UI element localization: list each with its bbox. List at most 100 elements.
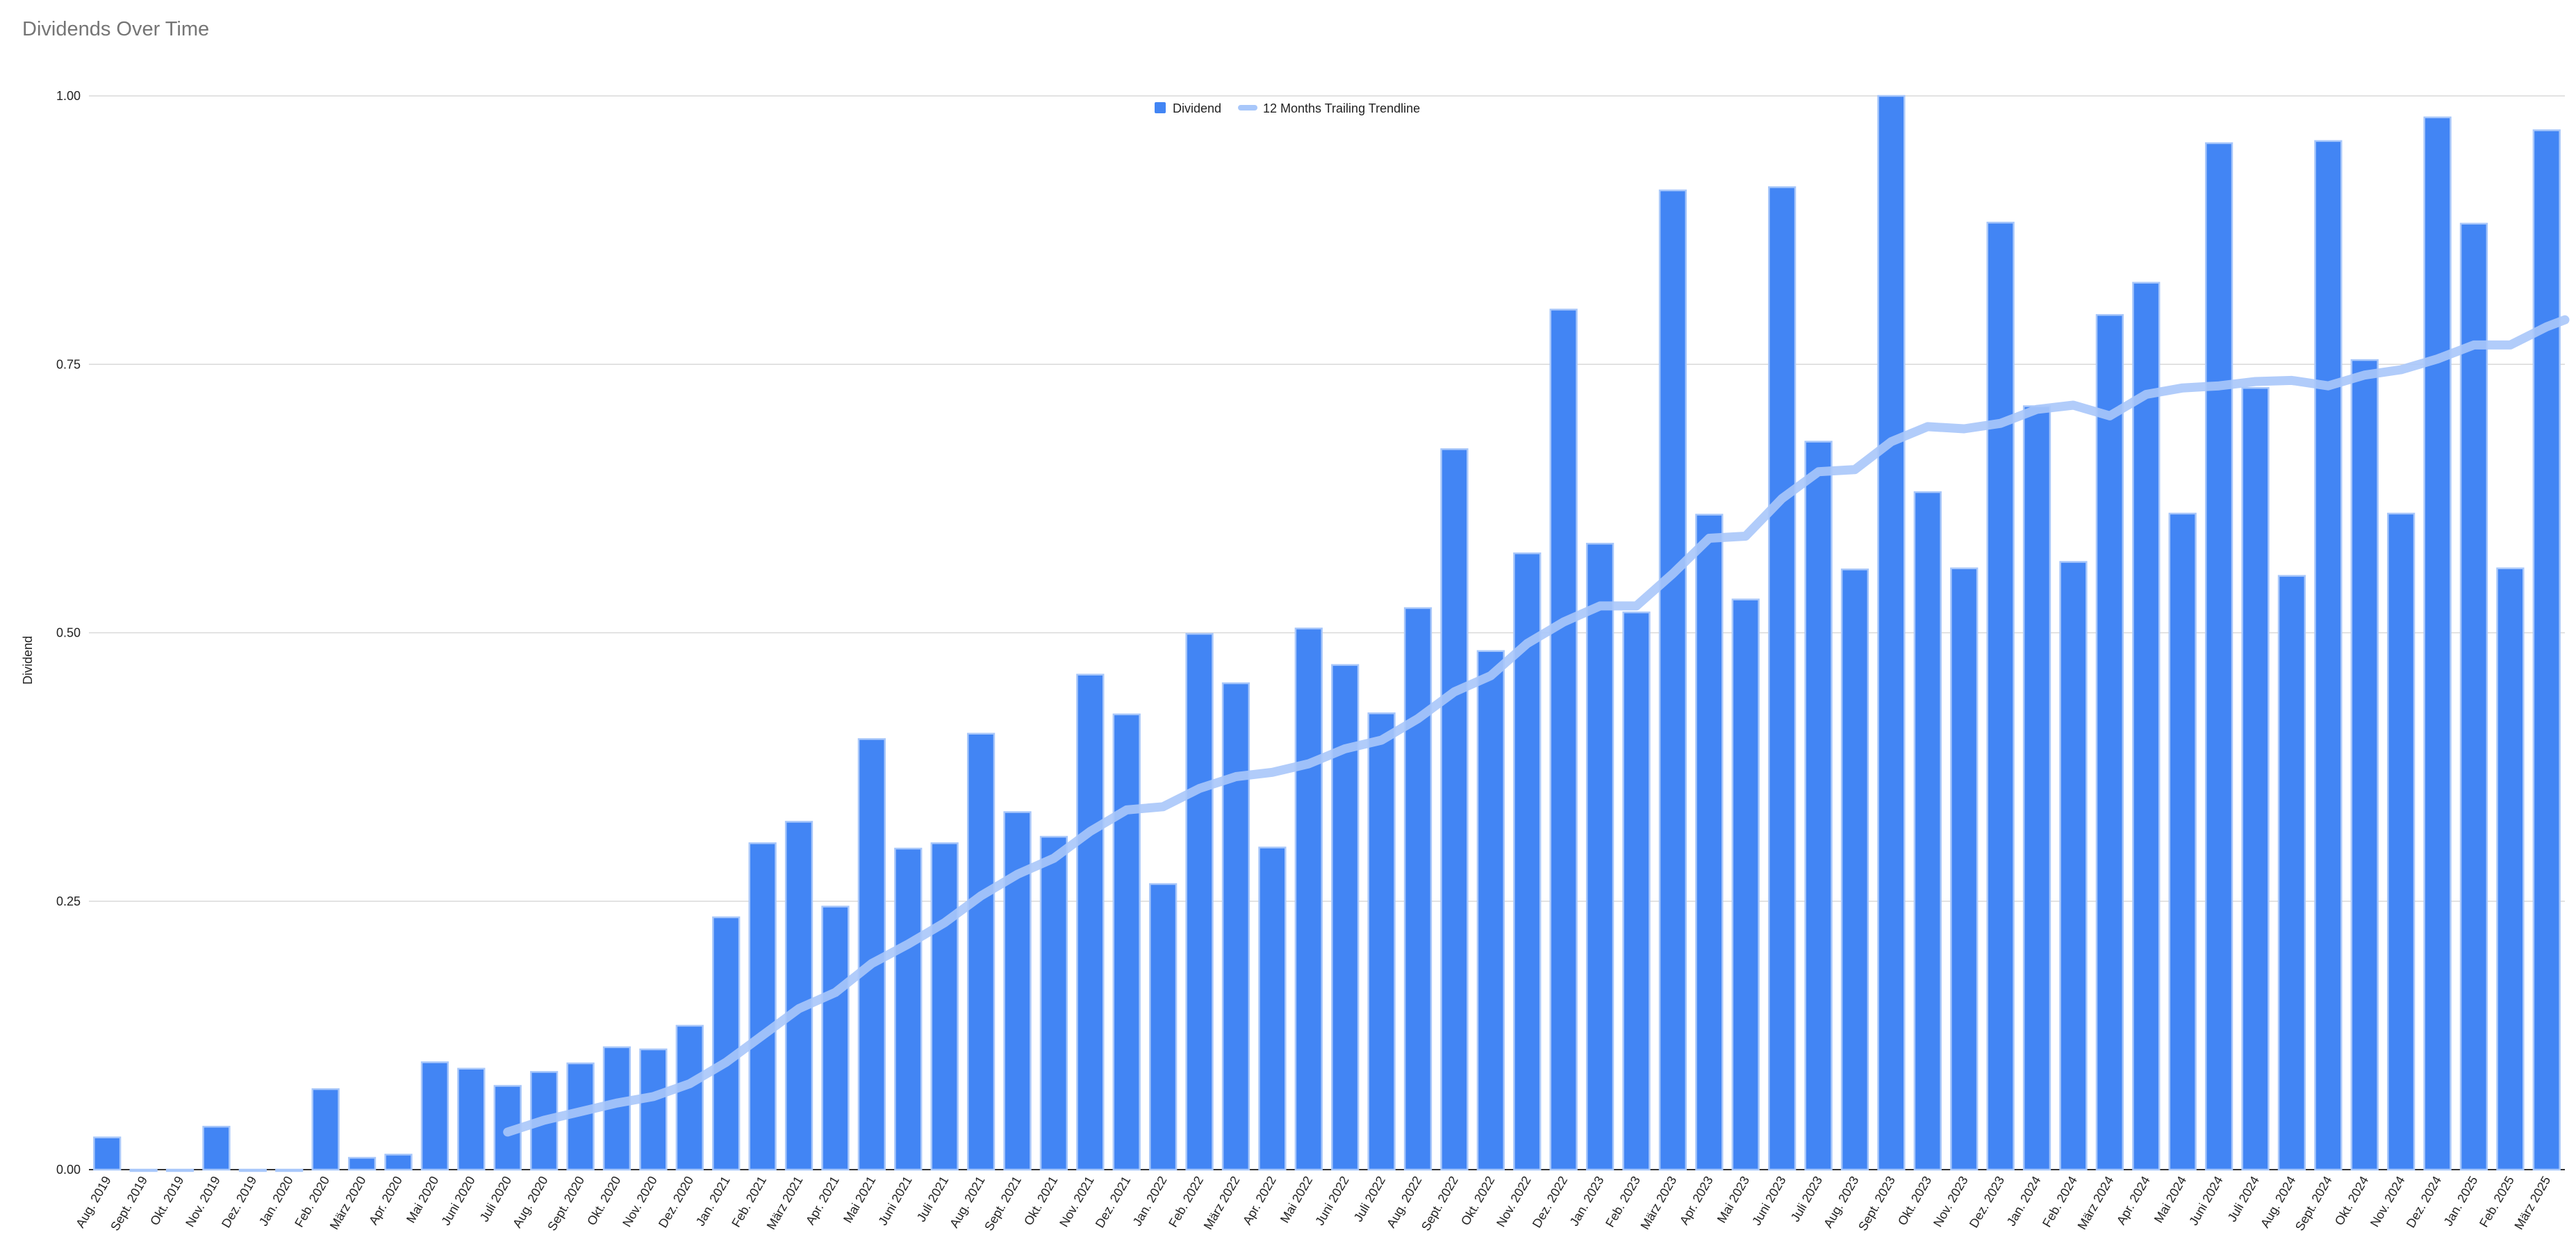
bar <box>1185 632 1214 1171</box>
bar <box>2168 512 2197 1171</box>
x-tick-label: Okt. 2022 <box>1458 1174 1497 1228</box>
x-tick-label: Jan. 2025 <box>2441 1174 2481 1228</box>
x-tick-label: Apr. 2020 <box>366 1174 405 1227</box>
bar <box>1768 186 1797 1171</box>
x-tick-label: Jan. 2022 <box>1130 1174 1170 1228</box>
y-tick-label: 1.00 <box>56 89 81 103</box>
x-tick-label: Feb. 2024 <box>2040 1174 2080 1229</box>
x-tick-label: Sept. 2020 <box>545 1174 587 1233</box>
x-tick-label: Okt. 2023 <box>1895 1174 1934 1228</box>
bar <box>1039 835 1068 1171</box>
bar <box>275 1168 304 1172</box>
bar <box>457 1067 486 1171</box>
bars <box>93 95 2561 1172</box>
x-tick-label: Juni 2020 <box>438 1174 477 1228</box>
y-tick-label: 0.25 <box>56 894 81 908</box>
legend-swatch-dividend <box>1155 102 1166 113</box>
x-tick-label: Aug. 2023 <box>1821 1174 1861 1230</box>
x-tick-label: Okt. 2020 <box>584 1174 623 1228</box>
bar <box>2132 281 2161 1171</box>
x-tick-label: Sept. 2019 <box>108 1174 150 1233</box>
x-tick-label: Feb. 2021 <box>729 1174 769 1229</box>
chart-title: Dividends Over Time <box>22 18 210 40</box>
bar <box>2423 116 2452 1171</box>
bar <box>1440 448 1469 1171</box>
x-tick-label: Sept. 2023 <box>1856 1174 1898 1233</box>
bar <box>566 1062 595 1171</box>
x-tick-label: Nov. 2021 <box>1057 1174 1097 1229</box>
x-tick-label: Nov. 2023 <box>1931 1174 1971 1229</box>
bar <box>238 1168 267 1172</box>
x-tick-label: Feb. 2022 <box>1166 1174 1206 1229</box>
bar <box>1585 543 1615 1171</box>
bar <box>2459 222 2488 1171</box>
x-tick-label: Juni 2022 <box>1312 1174 1351 1228</box>
bar <box>1149 883 1178 1171</box>
x-tick-label: März 2021 <box>764 1174 806 1232</box>
bar <box>165 1168 195 1172</box>
bar <box>930 842 959 1171</box>
bar <box>2350 359 2379 1171</box>
x-tick-label: Nov. 2019 <box>183 1174 223 1229</box>
legend-label-trendline: 12 Months Trailing Trendline <box>1263 101 1420 115</box>
x-tick-label: Jan. 2020 <box>256 1174 296 1228</box>
bar <box>347 1156 377 1171</box>
x-tick-label: Aug. 2021 <box>947 1174 987 1230</box>
x-tick-label: Apr. 2021 <box>803 1174 842 1227</box>
x-tick-label: Dez. 2022 <box>1530 1174 1570 1230</box>
bar <box>712 916 741 1171</box>
x-tick-label: Okt. 2024 <box>2332 1174 2371 1228</box>
legend: Dividend 12 Months Trailing Trendline <box>1155 101 1420 115</box>
x-tick-label: Apr. 2023 <box>1677 1174 1716 1227</box>
bar <box>202 1125 231 1171</box>
bar <box>821 906 850 1171</box>
trendline-path <box>503 315 2570 1137</box>
bar <box>639 1048 668 1171</box>
x-tick-label: Okt. 2021 <box>1021 1174 1060 1228</box>
bar <box>2496 567 2525 1171</box>
x-tick-label: Sept. 2022 <box>1419 1174 1461 1233</box>
bar <box>675 1024 704 1171</box>
x-tick-label: Jan. 2024 <box>2004 1174 2044 1228</box>
bar <box>1476 650 1505 1171</box>
bar <box>1877 95 1906 1171</box>
bar <box>129 1168 158 1172</box>
x-tick-label: Feb. 2025 <box>2477 1174 2517 1229</box>
x-tick-label: Feb. 2023 <box>1603 1174 1643 1229</box>
bar <box>966 733 996 1171</box>
bar <box>1549 309 1578 1171</box>
bar <box>1221 682 1250 1171</box>
bar <box>2059 561 2088 1171</box>
x-tick-label: Juli 2020 <box>477 1174 514 1224</box>
bar <box>1950 567 1979 1171</box>
x-tick-label: März 2023 <box>1638 1174 1680 1232</box>
bar <box>1367 712 1396 1171</box>
bar <box>894 847 923 1171</box>
bar <box>1840 568 1869 1171</box>
bar <box>1403 607 1433 1171</box>
x-tick-label: Mai 2020 <box>404 1174 441 1225</box>
bar <box>1986 222 2015 1171</box>
x-tick-label: Dez. 2021 <box>1093 1174 1133 1230</box>
x-tick-label: Dez. 2019 <box>219 1174 259 1230</box>
x-tick-label: Aug. 2020 <box>510 1174 550 1230</box>
bar <box>1622 611 1651 1171</box>
bar <box>2277 575 2306 1171</box>
y-tick-label: 0.00 <box>56 1163 81 1177</box>
bar <box>311 1088 340 1171</box>
x-tick-label: Juli 2021 <box>914 1174 951 1224</box>
x-tick-label: Mai 2022 <box>1278 1174 1315 1225</box>
y-tick-label: 0.50 <box>56 626 81 640</box>
legend-label-dividend: Dividend <box>1173 101 1221 115</box>
x-tick-label: Apr. 2022 <box>1240 1174 1279 1227</box>
x-tick-label: Juli 2023 <box>1788 1174 1825 1224</box>
bar <box>2387 512 2416 1171</box>
bar <box>384 1154 413 1171</box>
x-tick-label: Feb. 2020 <box>292 1174 332 1229</box>
bar <box>1658 189 1687 1171</box>
x-tick-label: Jan. 2021 <box>693 1174 733 1228</box>
x-tick-label: Okt. 2019 <box>147 1174 186 1228</box>
x-tick-label: Nov. 2024 <box>2368 1174 2408 1229</box>
bar <box>1112 713 1141 1171</box>
